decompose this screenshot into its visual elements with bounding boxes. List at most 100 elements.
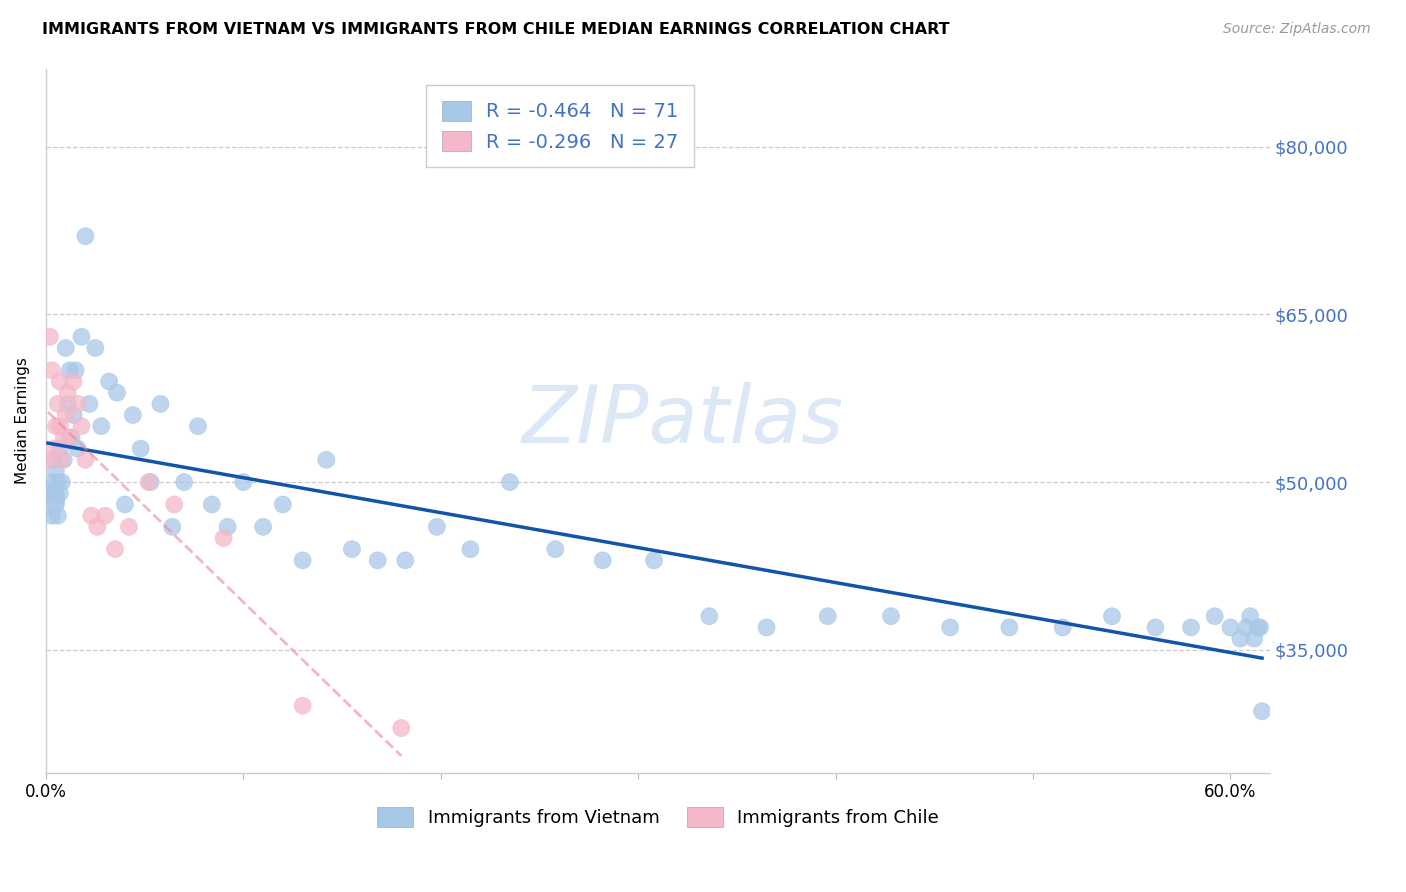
- Point: [499, 475, 522, 489]
- Point: [389, 721, 412, 735]
- Point: [315, 452, 337, 467]
- Point: [42, 452, 65, 467]
- Point: [1249, 620, 1271, 634]
- Point: [45, 419, 67, 434]
- Point: [45, 464, 67, 478]
- Point: [138, 475, 160, 489]
- Point: [817, 609, 839, 624]
- Point: [105, 385, 128, 400]
- Point: [121, 408, 143, 422]
- Point: [1239, 609, 1261, 624]
- Point: [49, 375, 72, 389]
- Point: [118, 520, 141, 534]
- Point: [41, 508, 63, 523]
- Point: [45, 498, 67, 512]
- Point: [291, 553, 314, 567]
- Point: [42, 486, 65, 500]
- Point: [1219, 620, 1241, 634]
- Point: [65, 363, 87, 377]
- Point: [1229, 632, 1251, 646]
- Point: [46, 475, 69, 489]
- Point: [104, 542, 127, 557]
- Point: [367, 553, 389, 567]
- Point: [49, 486, 72, 500]
- Point: [163, 498, 186, 512]
- Point: [232, 475, 254, 489]
- Point: [1251, 704, 1274, 718]
- Point: [98, 375, 121, 389]
- Point: [39, 486, 62, 500]
- Point: [56, 385, 79, 400]
- Text: IMMIGRANTS FROM VIETNAM VS IMMIGRANTS FROM CHILE MEDIAN EARNINGS CORRELATION CHA: IMMIGRANTS FROM VIETNAM VS IMMIGRANTS FR…: [42, 22, 950, 37]
- Point: [643, 553, 665, 567]
- Point: [86, 520, 108, 534]
- Point: [46, 508, 69, 523]
- Point: [129, 442, 152, 456]
- Point: [139, 475, 162, 489]
- Point: [80, 508, 103, 523]
- Point: [46, 397, 69, 411]
- Point: [56, 397, 79, 411]
- Point: [70, 419, 93, 434]
- Point: [271, 498, 294, 512]
- Point: [1243, 632, 1265, 646]
- Point: [94, 508, 117, 523]
- Point: [998, 620, 1021, 634]
- Point: [90, 419, 112, 434]
- Text: Source: ZipAtlas.com: Source: ZipAtlas.com: [1223, 22, 1371, 37]
- Point: [1247, 620, 1270, 634]
- Point: [55, 341, 77, 355]
- Point: [75, 229, 97, 244]
- Point: [1144, 620, 1167, 634]
- Point: [37, 452, 59, 467]
- Point: [66, 442, 89, 456]
- Legend: Immigrants from Vietnam, Immigrants from Chile: Immigrants from Vietnam, Immigrants from…: [370, 800, 946, 834]
- Point: [37, 491, 59, 506]
- Point: [217, 520, 239, 534]
- Point: [187, 419, 209, 434]
- Point: [291, 698, 314, 713]
- Point: [41, 363, 63, 377]
- Point: [1052, 620, 1074, 634]
- Point: [52, 430, 75, 444]
- Point: [1180, 620, 1202, 634]
- Point: [149, 397, 172, 411]
- Point: [70, 330, 93, 344]
- Y-axis label: Median Earnings: Median Earnings: [15, 357, 30, 484]
- Point: [1234, 620, 1257, 634]
- Point: [60, 430, 83, 444]
- Point: [51, 475, 73, 489]
- Point: [59, 430, 82, 444]
- Point: [75, 452, 97, 467]
- Point: [697, 609, 720, 624]
- Point: [173, 475, 195, 489]
- Point: [394, 553, 416, 567]
- Point: [49, 419, 72, 434]
- Point: [755, 620, 778, 634]
- Point: [42, 442, 65, 456]
- Point: [55, 408, 77, 422]
- Point: [252, 520, 274, 534]
- Point: [51, 452, 73, 467]
- Point: [939, 620, 962, 634]
- Point: [426, 520, 449, 534]
- Point: [66, 397, 89, 411]
- Point: [41, 475, 63, 489]
- Point: [880, 609, 903, 624]
- Point: [49, 442, 72, 456]
- Point: [84, 341, 107, 355]
- Point: [79, 397, 101, 411]
- Point: [114, 498, 136, 512]
- Point: [212, 531, 235, 545]
- Point: [62, 408, 84, 422]
- Point: [340, 542, 363, 557]
- Point: [162, 520, 184, 534]
- Point: [1101, 609, 1123, 624]
- Point: [1204, 609, 1226, 624]
- Point: [201, 498, 224, 512]
- Text: ZIPatlas: ZIPatlas: [522, 382, 844, 459]
- Point: [62, 375, 84, 389]
- Point: [460, 542, 482, 557]
- Point: [59, 363, 82, 377]
- Point: [592, 553, 614, 567]
